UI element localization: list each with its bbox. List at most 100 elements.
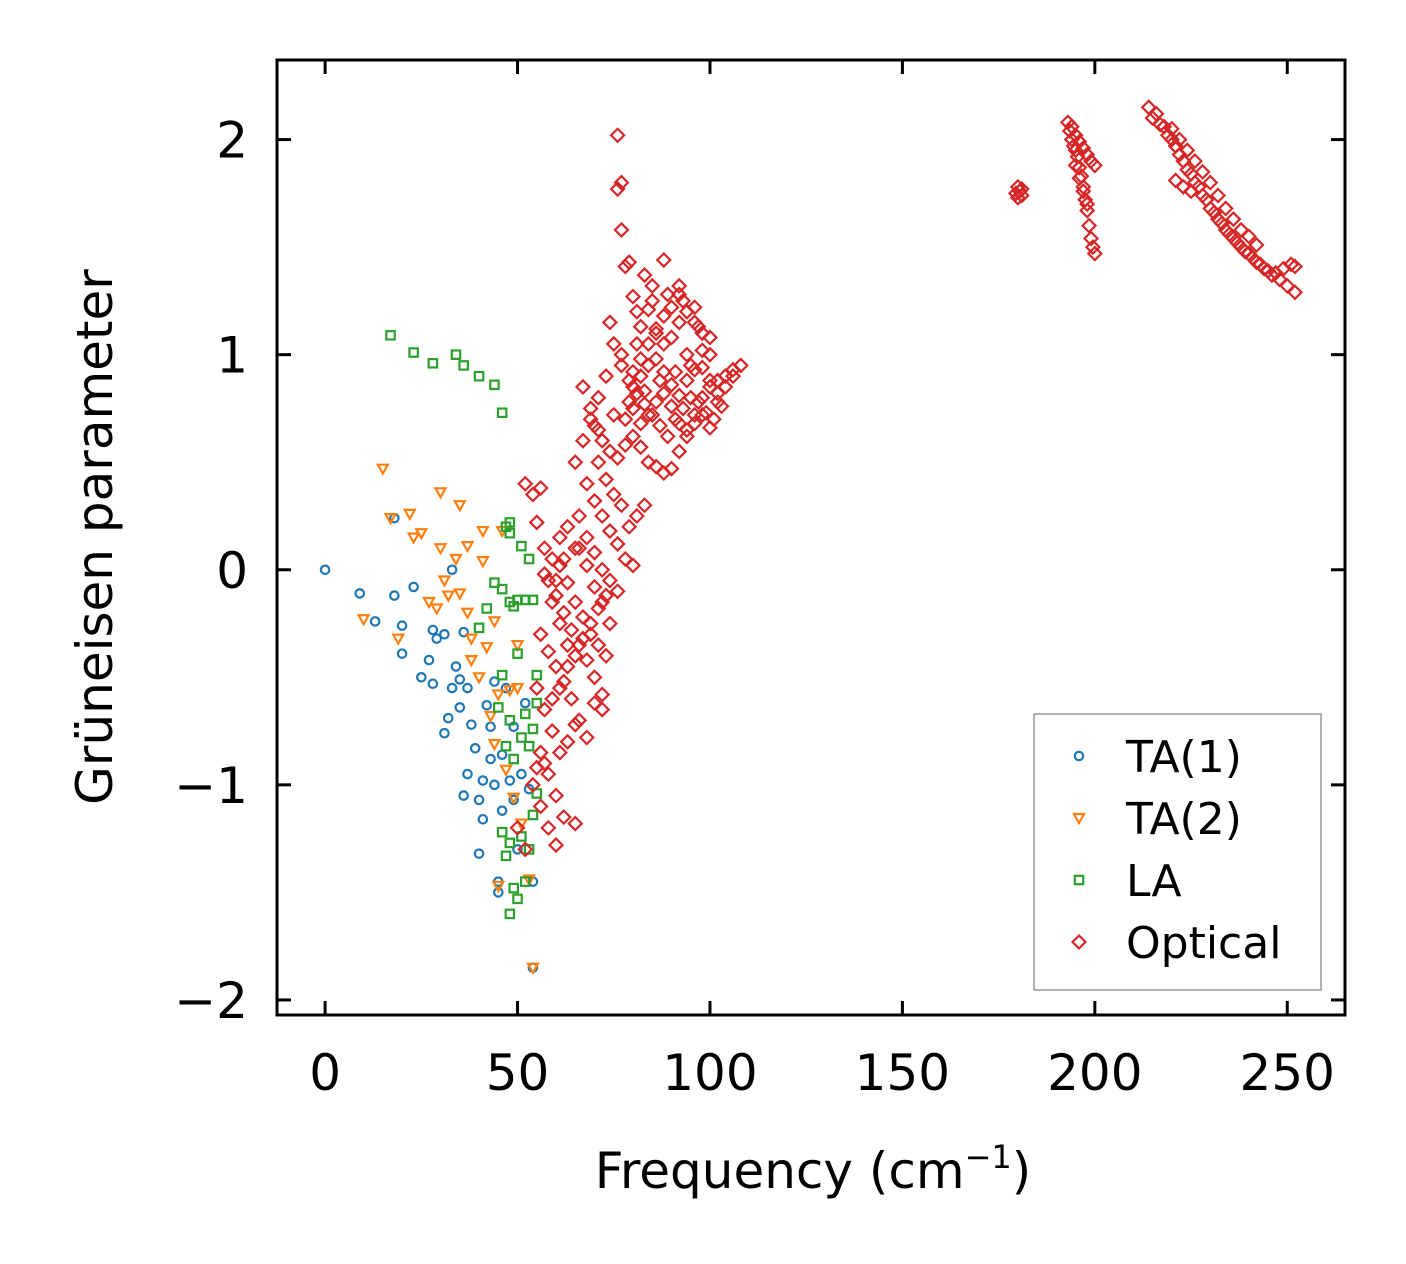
data-point-diamond <box>601 314 618 331</box>
data-point-triangle <box>476 525 490 539</box>
data-point-diamond <box>582 411 599 428</box>
data-point-triangle <box>422 596 436 610</box>
y-tick-label: −2 <box>174 972 248 1030</box>
data-point-circle <box>442 712 454 724</box>
data-point-diamond <box>624 378 642 395</box>
data-point-diamond <box>555 809 572 826</box>
data-point-diamond <box>567 593 584 611</box>
data-point-triangle <box>510 682 525 696</box>
data-point-circle <box>458 790 469 801</box>
data-point-diamond <box>1084 239 1101 256</box>
data-point-diamond <box>1175 153 1192 170</box>
y-tick-label: −1 <box>174 757 248 815</box>
data-point-square <box>504 837 516 849</box>
data-point-diamond <box>663 376 680 393</box>
data-point-diamond <box>1206 204 1223 221</box>
data-point-diamond <box>678 346 695 363</box>
data-point-diamond <box>528 514 545 531</box>
data-point-diamond <box>640 335 657 352</box>
data-point-triangle <box>487 738 502 752</box>
x-tick-label: 100 <box>662 1044 757 1102</box>
data-point-circle <box>504 775 516 786</box>
data-point-diamond <box>1013 187 1030 204</box>
data-point-diamond <box>517 841 534 858</box>
data-point-square <box>512 893 523 905</box>
data-point-diamond <box>632 415 649 432</box>
data-point-diamond <box>571 507 588 525</box>
data-point-diamond <box>594 593 611 611</box>
data-point-square <box>496 407 508 419</box>
data-point-diamond <box>594 701 611 718</box>
data-point-square <box>504 517 516 528</box>
x-axis-title-main: Frequency (cm <box>595 1142 965 1200</box>
data-point-circle <box>446 682 458 694</box>
data-point-diamond <box>1240 228 1257 245</box>
data-point-diamond <box>678 421 695 439</box>
data-point-diamond <box>1067 157 1084 174</box>
data-point-diamond <box>555 550 572 568</box>
data-point-diamond <box>582 626 599 643</box>
data-point-diamond <box>578 529 595 546</box>
data-point-diamond <box>636 497 653 514</box>
data-point-square <box>531 697 543 709</box>
series-la <box>385 330 543 920</box>
data-point-square <box>489 379 500 391</box>
data-point-diamond <box>1163 120 1180 137</box>
data-point-diamond <box>551 680 568 697</box>
data-point-diamond <box>536 755 553 772</box>
data-point-circle <box>492 887 504 898</box>
data-point-diamond <box>571 636 588 654</box>
data-point-diamond <box>1182 183 1200 200</box>
data-point-diamond <box>644 292 661 309</box>
data-point-diamond <box>1082 230 1100 247</box>
legend-label: TA(1) <box>1125 732 1242 783</box>
data-point-diamond <box>544 690 561 707</box>
data-point-circle <box>319 564 331 576</box>
data-point-diamond <box>694 342 711 359</box>
legend-entry: TA(1) <box>1073 732 1242 783</box>
data-point-diamond <box>686 299 703 316</box>
data-point-square <box>450 349 462 360</box>
data-point-diamond <box>613 357 630 374</box>
data-point-square <box>527 594 539 606</box>
data-point-diamond <box>574 630 592 647</box>
data-point-triangle <box>479 642 494 655</box>
data-point-diamond <box>651 417 668 434</box>
data-point-triangle <box>391 633 406 646</box>
data-point-diamond <box>624 400 642 417</box>
data-point-diamond <box>555 604 572 621</box>
data-point-diamond <box>540 643 557 660</box>
data-point-diamond <box>567 815 584 832</box>
data-point-diamond <box>551 744 568 761</box>
data-point-square <box>427 357 439 369</box>
data-point-triangle <box>476 556 490 569</box>
data-point-circle <box>446 564 458 576</box>
data-point-diamond <box>590 600 607 617</box>
data-point-diamond <box>598 368 615 385</box>
x-axis-title: Frequency (cm−1) <box>595 1138 1032 1200</box>
data-point-diamond <box>655 307 672 325</box>
data-point-diamond <box>686 361 703 378</box>
data-point-diamond <box>690 393 707 411</box>
data-point-diamond <box>624 288 642 305</box>
data-point-diamond <box>601 615 618 632</box>
data-point-diamond <box>532 479 549 497</box>
data-point-diamond <box>609 180 626 198</box>
data-point-diamond <box>605 406 622 423</box>
data-point-diamond <box>547 572 565 589</box>
data-point-diamond <box>686 314 703 331</box>
data-point-diamond <box>609 127 626 144</box>
data-point-diamond <box>701 419 719 436</box>
series-ta-2 <box>356 463 540 975</box>
data-point-square <box>527 723 539 735</box>
data-point-diamond <box>590 389 607 406</box>
data-point-diamond <box>671 286 688 303</box>
data-point-diamond <box>624 557 642 574</box>
data-point-square <box>496 583 508 595</box>
data-point-diamond <box>594 507 611 525</box>
data-point-circle <box>500 682 512 694</box>
data-point-diamond <box>667 363 684 380</box>
data-point-diamond <box>586 544 603 561</box>
data-point-diamond <box>694 389 711 406</box>
data-point-triangle <box>499 764 513 778</box>
